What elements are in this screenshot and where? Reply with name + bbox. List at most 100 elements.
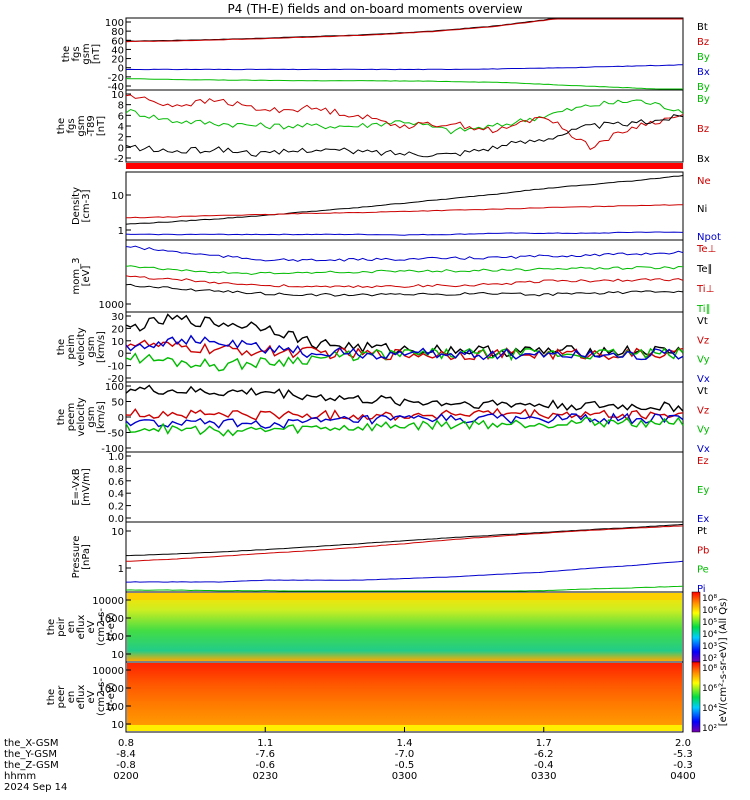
y-tick-label-peer: 100	[105, 702, 124, 713]
x-tick-label-x: 2.0	[675, 738, 691, 749]
x-tick-label-x: 0.8	[118, 738, 134, 749]
y-axis-label-line: fgs	[71, 46, 82, 61]
legend-peim_v-Vt: Vt	[697, 316, 708, 327]
panel-frame-temp	[125, 239, 684, 313]
y-axis-label-line: [nPa]	[81, 544, 92, 570]
y-axis-label-line: [mV/m]	[81, 468, 92, 506]
y-tick-label-pressure: 1	[118, 564, 124, 575]
series-line-fgs-By	[125, 78, 683, 90]
y-axis-label-peer: the peer en eflux eV (cm2-s-sr-eV)	[46, 678, 117, 716]
footer-date-label: 2024 Sep 14	[4, 782, 68, 793]
series-line-pressure-Pe	[125, 585, 684, 592]
series-line-density-Ni	[125, 175, 684, 225]
series-line-fgs_dt-Bx	[125, 114, 684, 158]
y-axis-label-line: (cm2-s-	[96, 678, 107, 716]
x-tick-label-z: -0.8	[116, 760, 136, 771]
legend-peem_v-Vz: Vz	[697, 405, 709, 416]
peer-spectrogram	[127, 663, 682, 731]
series-line-temp-Ti⊥	[125, 275, 684, 289]
y-tick-label-pressure: 10	[111, 527, 124, 538]
colorbar-tick-upper: 10³	[702, 642, 717, 652]
y-tick-label-efield: 0.2	[108, 502, 124, 513]
y-tick-label-fgs: 80	[111, 27, 124, 38]
y-tick-label-peir: 10000	[92, 596, 124, 607]
colorbar-label-text: [eV/(cm²-s-sr-eV)] (All Qs)	[718, 598, 729, 727]
colorbar-tick-upper: 10²	[702, 654, 717, 664]
y-axis-label-line: mom_3	[71, 258, 82, 295]
y-tick-label-peim_v: -10	[108, 362, 124, 373]
y-axis-label-line: eflux	[76, 615, 87, 640]
y-tick-label-density: 1	[118, 226, 124, 237]
y-axis-label-line: -T89	[86, 115, 97, 137]
x-tick-label-hhmm: 0400	[670, 771, 695, 782]
legend-efield-Ex: Ex	[697, 514, 709, 525]
footer-labels: the_X-GSM the_Y-GSM the_Z-GSM hhmm 2024 …	[4, 738, 67, 793]
series-line-pressure-Pi	[126, 560, 684, 583]
y-tick-label-peem_v: 0	[118, 413, 124, 424]
y-axis-label-line: [km/s]	[96, 401, 107, 433]
legend-pressure-Pe: Pe	[697, 565, 709, 576]
panel-frame-fgs_dt	[125, 89, 684, 163]
y-axis-label-line: the	[56, 339, 67, 355]
series-line-peim_v-Vy	[125, 347, 684, 372]
colorbar-label: [eV/(cm²-s-sr-eV)] (All Qs)	[718, 598, 729, 727]
peir-spectrogram-top-band	[127, 593, 682, 600]
y-axis-label-line: gsm	[81, 43, 92, 64]
series-line-temp-Te⊥	[125, 245, 684, 262]
legend-temp-Te⊥: Te⊥	[696, 244, 716, 255]
colorbar-tick-lower: 10⁸	[702, 664, 717, 674]
x-tick-label-hhmm: 0300	[392, 771, 417, 782]
y-axis-label-line: [km/s]	[96, 331, 107, 363]
y-axis-label-line: the	[46, 619, 57, 635]
y-axis-label-line: sr-eV)	[106, 682, 117, 711]
y-axis-label-line: en	[66, 691, 77, 704]
legend-pressure-Pt: Pt	[697, 526, 707, 537]
legend-peem_v-Vy: Vy	[697, 425, 710, 436]
legend-temp-Te∥: Te∥	[696, 264, 713, 275]
y-tick-label-efield: 0.4	[108, 489, 124, 500]
series-line-peem_v-Vt	[125, 384, 684, 413]
y-tick-label-peer: 10	[111, 720, 124, 731]
footer-z-label: the_Z-GSM	[4, 760, 59, 771]
y-axis-label-peim_v: the peim velocity gsm [km/s]	[56, 327, 107, 366]
y-tick-label-fgs: -40	[108, 82, 124, 93]
footer-y-label: the_Y-GSM	[4, 749, 58, 760]
y-axis-label-line: Pressure	[71, 536, 82, 579]
y-tick-label-peer: 1000	[99, 684, 124, 695]
series-line-density-Ne	[126, 204, 684, 219]
legend-peim_v-Vz: Vz	[697, 335, 709, 346]
x-tick-label-x: 1.4	[397, 738, 413, 749]
legend-temp-Ti∥: Ti∥	[696, 304, 711, 315]
x-tick-label-hhmm: 0200	[113, 771, 138, 782]
y-axis-label-line: fgs	[66, 118, 77, 133]
panel-frame-efield	[125, 451, 684, 523]
series-line-peem_v-Vy	[125, 416, 684, 437]
legend-fgs-Bz: Bz	[697, 37, 709, 48]
panel-frame-fgs	[125, 17, 684, 91]
x-tick-label-hhmm: 0230	[253, 771, 278, 782]
y-axis-label-peir: the peir en eflux eV (cm2-s-sr-eV)	[46, 608, 117, 646]
y-axis-label-line: eV	[86, 620, 97, 633]
legend-fgs-Bx: Bx	[697, 67, 710, 78]
y-axis-label-line: the	[46, 689, 57, 705]
colorbar-lower	[691, 661, 701, 733]
y-axis-label-line: [cm-3]	[81, 189, 92, 222]
series-line-fgs_dt-By	[125, 99, 684, 135]
colorbar-tick-lower: 10⁶	[702, 684, 717, 694]
y-tick-label-peim_v: 30	[111, 312, 124, 323]
peir-spectrogram	[127, 593, 682, 661]
legend-fgs-Bt: Bt	[697, 22, 708, 33]
y-tick-label-efield: 0.6	[108, 477, 124, 488]
y-tick-label-fgs: 0	[118, 64, 124, 75]
x-tick-label-hhmm: 0330	[531, 771, 556, 782]
footer-x-label: the_X-GSM	[4, 738, 59, 749]
colorbar-tick-upper: 10⁴	[702, 630, 717, 640]
series-line-pressure-Pb	[126, 525, 684, 562]
y-tick-label-peer: 10000	[92, 666, 124, 677]
x-tick-label-x: 1.1	[257, 738, 273, 749]
y-tick-label-fgs: 60	[111, 36, 124, 47]
y-tick-label-peem_v: 100	[105, 382, 124, 393]
series-line-peim_v-Vt	[125, 313, 684, 358]
y-axis-label-line: the	[56, 409, 67, 425]
